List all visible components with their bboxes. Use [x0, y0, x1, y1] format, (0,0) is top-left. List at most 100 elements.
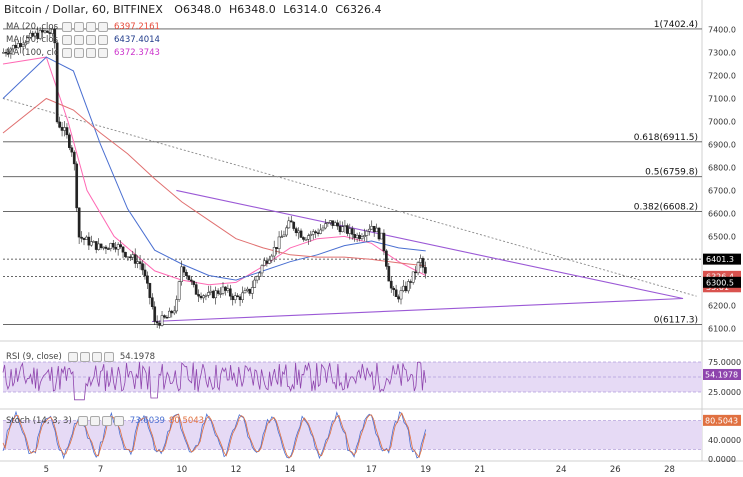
candle-body — [416, 262, 420, 274]
rsi-controls[interactable] — [67, 352, 114, 362]
candle-body — [311, 231, 315, 235]
rsi-value: 54.1978 — [119, 352, 156, 362]
stoch-d-value: 80.5043 — [168, 416, 205, 426]
candle-body — [421, 258, 425, 268]
low-value: L6314.0 — [283, 3, 328, 16]
ma100-label: MA (100, close) — [6, 48, 58, 58]
candle-body — [70, 147, 74, 153]
candle-body — [326, 222, 330, 224]
candle-body — [236, 295, 239, 297]
candle-body — [177, 281, 181, 300]
candle-body — [372, 225, 376, 233]
candle-body — [277, 236, 281, 249]
candle-body — [131, 254, 135, 258]
high-value: H6348.0 — [228, 3, 276, 16]
support-trendline[interactable] — [151, 297, 684, 323]
candle-body — [255, 276, 259, 281]
y-tick-label: 6700.0 — [708, 186, 736, 195]
candle-body — [111, 243, 115, 248]
candle-body — [328, 220, 332, 223]
candle-body — [85, 236, 88, 240]
rsi-current-label: 54.1978 — [705, 370, 738, 379]
ma100-legend[interactable]: MA (100, close) 6372.3743 — [6, 48, 160, 58]
candle-body — [348, 228, 352, 234]
price-marker-label: 6401.3 — [706, 255, 734, 264]
ma20-value: 6397.2161 — [114, 22, 160, 32]
ma20-legend[interactable]: MA (20, close) 6397.2161 — [6, 22, 160, 32]
stoch-legend[interactable]: Stoch (14, 3, 3) 73.6039 80.5043 — [6, 416, 204, 426]
candle-body — [389, 280, 393, 289]
candle-body — [282, 234, 286, 237]
candle-body — [336, 222, 339, 227]
ma20-controls[interactable] — [62, 22, 108, 32]
candle-body — [370, 225, 374, 230]
candle-body — [331, 220, 335, 226]
candle-body — [148, 283, 152, 298]
candle-body — [404, 285, 408, 292]
y-tick-label: 6500.0 — [708, 232, 736, 241]
candle-body — [304, 239, 308, 241]
stoch-current-label: 80.5043 — [705, 416, 738, 425]
price-marker — [703, 276, 741, 288]
long-term-trendline[interactable] — [2, 98, 697, 297]
candle-body — [355, 234, 359, 239]
candle-body — [265, 260, 269, 264]
candle-body — [165, 316, 169, 319]
candle-body — [406, 281, 410, 292]
resistance-trendline[interactable] — [176, 189, 684, 300]
ma100-controls[interactable] — [62, 48, 108, 58]
candle-body — [294, 228, 298, 234]
symbol-label: Bitcoin / Dollar, 60, BITFINEX — [4, 3, 163, 16]
x-tick-label: 17 — [366, 465, 377, 475]
candle-body — [424, 267, 427, 274]
y-tick-label: 6200.0 — [708, 301, 736, 310]
candle-body — [365, 230, 369, 236]
candle-body — [82, 238, 86, 240]
price-marker — [703, 253, 741, 265]
y-tick-label: 7200.0 — [708, 71, 736, 80]
candle-body — [289, 220, 293, 223]
candle-body — [241, 292, 244, 300]
candle-body — [202, 295, 205, 299]
candle-body — [363, 235, 366, 237]
candle-body — [128, 256, 132, 259]
ma50-controls[interactable] — [62, 35, 108, 45]
candle-body — [114, 246, 118, 250]
candle-body — [272, 247, 276, 257]
candle-body — [116, 244, 120, 250]
stoch-controls[interactable] — [77, 416, 124, 426]
candle-body — [4, 52, 8, 54]
candle-body — [382, 232, 386, 252]
candle-body — [346, 225, 349, 234]
candle-body — [224, 286, 227, 291]
candle-body — [138, 261, 142, 264]
stoch-k-line — [2, 410, 427, 460]
moving-average-line — [2, 56, 426, 281]
y-tick-label: 6100.0 — [708, 324, 736, 333]
x-tick-label: 14 — [285, 465, 296, 475]
candle-body — [182, 266, 186, 273]
rsi-legend[interactable]: RSI (9, close) 54.1978 — [6, 352, 155, 362]
candle-body — [250, 287, 254, 294]
candle-body — [338, 225, 342, 233]
stoch-tick-label: 40.0000 — [708, 436, 741, 445]
candle-body — [216, 290, 220, 294]
candle-body — [314, 231, 318, 233]
fib-level-label: 0(6117.3) — [654, 315, 698, 325]
stoch-current-marker — [703, 414, 741, 426]
candle-body — [246, 288, 249, 291]
stoch-tick-label: 0.0000 — [708, 455, 736, 464]
candle-body — [26, 37, 30, 44]
candle-body — [211, 290, 215, 299]
candle-body — [124, 251, 127, 258]
candle-body — [9, 48, 13, 54]
y-tick-label: 7000.0 — [708, 117, 736, 126]
candle-body — [94, 241, 98, 250]
rsi-label: RSI (9, close) — [6, 352, 62, 362]
candle-body — [97, 243, 100, 250]
candle-body — [46, 30, 49, 33]
candle-body — [99, 243, 103, 249]
ma50-legend[interactable]: MA (50, close) 6437.4014 — [6, 35, 160, 45]
rsi-tick-label: 75.0000 — [708, 358, 741, 367]
